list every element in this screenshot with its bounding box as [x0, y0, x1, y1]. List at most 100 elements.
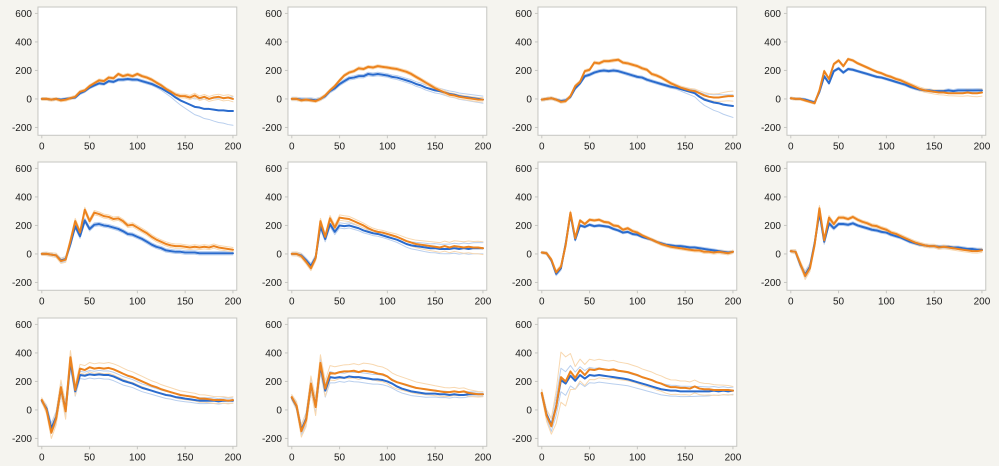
svg-text:400: 400	[265, 193, 282, 204]
subplot-r1c4: -200 0 200 400 600 0 50 100 150 200	[749, 0, 999, 155]
svg-text:50: 50	[833, 141, 845, 152]
subplot-r1c1: -200 0 200 400 600 0 50 100 150 200	[0, 0, 250, 155]
svg-text:150: 150	[676, 452, 693, 463]
svg-text:0: 0	[39, 452, 45, 463]
empty-cell	[749, 311, 999, 466]
svg-text:200: 200	[15, 221, 32, 232]
subplot-r3c2: -200 0 200 400 600 0 50 100 150 200	[250, 311, 500, 466]
svg-text:600: 600	[515, 320, 532, 331]
svg-text:100: 100	[878, 141, 895, 152]
svg-text:150: 150	[676, 141, 693, 152]
svg-text:-200: -200	[262, 434, 282, 445]
svg-text:0: 0	[276, 250, 282, 261]
svg-text:400: 400	[15, 348, 32, 359]
svg-text:100: 100	[129, 297, 146, 308]
svg-text:0: 0	[539, 297, 545, 308]
svg-text:150: 150	[177, 141, 194, 152]
svg-text:200: 200	[515, 377, 532, 388]
svg-text:150: 150	[676, 297, 693, 308]
svg-text:0: 0	[776, 250, 782, 261]
svg-text:-200: -200	[12, 434, 32, 445]
svg-text:0: 0	[39, 141, 45, 152]
subplot-r3c1: -200 0 200 400 600 0 50 100 150 200	[0, 311, 250, 466]
svg-text:-200: -200	[761, 123, 781, 134]
line-chart-svg: -200 0 200 400 600 0 50 100 150 200	[262, 161, 491, 308]
svg-text:600: 600	[15, 164, 32, 175]
line-chart-svg: -200 0 200 400 600 0 50 100 150 200	[511, 317, 741, 463]
svg-text:200: 200	[225, 297, 242, 308]
svg-text:400: 400	[765, 37, 782, 48]
svg-text:600: 600	[765, 164, 782, 175]
svg-text:50: 50	[334, 141, 346, 152]
svg-text:0: 0	[788, 297, 794, 308]
svg-text:100: 100	[629, 141, 646, 152]
svg-text:-200: -200	[12, 278, 32, 289]
svg-text:200: 200	[265, 221, 282, 232]
svg-text:600: 600	[265, 164, 282, 175]
svg-text:200: 200	[15, 377, 32, 388]
svg-text:400: 400	[515, 348, 532, 359]
svg-text:600: 600	[15, 320, 32, 331]
svg-text:150: 150	[926, 297, 943, 308]
svg-text:-200: -200	[761, 278, 781, 289]
svg-text:0: 0	[539, 141, 545, 152]
svg-text:100: 100	[629, 452, 646, 463]
svg-text:200: 200	[515, 221, 532, 232]
svg-text:200: 200	[265, 66, 282, 77]
svg-text:50: 50	[833, 297, 845, 308]
svg-text:0: 0	[276, 405, 282, 416]
svg-text:200: 200	[265, 377, 282, 388]
svg-text:200: 200	[474, 297, 491, 308]
line-chart-svg: -200 0 200 400 600 0 50 100 150 200	[12, 317, 242, 463]
svg-text:0: 0	[289, 297, 295, 308]
svg-text:0: 0	[526, 250, 532, 261]
svg-text:0: 0	[289, 452, 295, 463]
svg-text:50: 50	[84, 297, 96, 308]
line-chart-svg: -200 0 200 400 600 0 50 100 150 200	[262, 6, 491, 152]
svg-text:200: 200	[515, 66, 532, 77]
svg-text:200: 200	[974, 297, 991, 308]
svg-text:-200: -200	[511, 278, 531, 289]
svg-text:200: 200	[225, 452, 242, 463]
svg-text:400: 400	[765, 193, 782, 204]
subplot-r1c3: -200 0 200 400 600 0 50 100 150 200	[500, 0, 750, 155]
svg-text:50: 50	[84, 452, 96, 463]
svg-text:-200: -200	[262, 123, 282, 134]
svg-text:-200: -200	[262, 278, 282, 289]
svg-text:0: 0	[526, 94, 532, 105]
svg-text:200: 200	[765, 221, 782, 232]
svg-text:400: 400	[265, 348, 282, 359]
svg-text:400: 400	[515, 37, 532, 48]
subplot-r2c4: -200 0 200 400 600 0 50 100 150 200	[749, 155, 999, 310]
svg-text:400: 400	[515, 193, 532, 204]
subplot-r1c2: -200 0 200 400 600 0 50 100 150 200	[250, 0, 500, 155]
svg-text:0: 0	[26, 405, 32, 416]
svg-text:200: 200	[15, 66, 32, 77]
svg-text:150: 150	[427, 297, 444, 308]
svg-text:200: 200	[474, 452, 491, 463]
svg-text:0: 0	[788, 141, 794, 152]
svg-text:100: 100	[379, 141, 396, 152]
svg-text:200: 200	[225, 141, 242, 152]
svg-text:150: 150	[177, 297, 194, 308]
line-chart-svg: -200 0 200 400 600 0 50 100 150 200	[511, 161, 741, 308]
svg-text:0: 0	[276, 94, 282, 105]
line-chart-svg: -200 0 200 400 600 0 50 100 150 200	[511, 6, 741, 152]
svg-text:600: 600	[765, 9, 782, 20]
svg-text:50: 50	[584, 141, 596, 152]
svg-text:50: 50	[84, 141, 96, 152]
svg-text:150: 150	[177, 452, 194, 463]
svg-text:100: 100	[878, 297, 895, 308]
line-chart-svg: -200 0 200 400 600 0 50 100 150 200	[262, 317, 491, 463]
svg-text:0: 0	[289, 141, 295, 152]
svg-text:200: 200	[765, 66, 782, 77]
svg-text:0: 0	[26, 250, 32, 261]
svg-text:100: 100	[379, 297, 396, 308]
svg-text:200: 200	[724, 297, 741, 308]
svg-text:600: 600	[515, 9, 532, 20]
svg-text:200: 200	[474, 141, 491, 152]
svg-text:50: 50	[334, 297, 346, 308]
line-chart-svg: -200 0 200 400 600 0 50 100 150 200	[12, 161, 242, 308]
svg-text:100: 100	[129, 141, 146, 152]
svg-text:0: 0	[26, 94, 32, 105]
